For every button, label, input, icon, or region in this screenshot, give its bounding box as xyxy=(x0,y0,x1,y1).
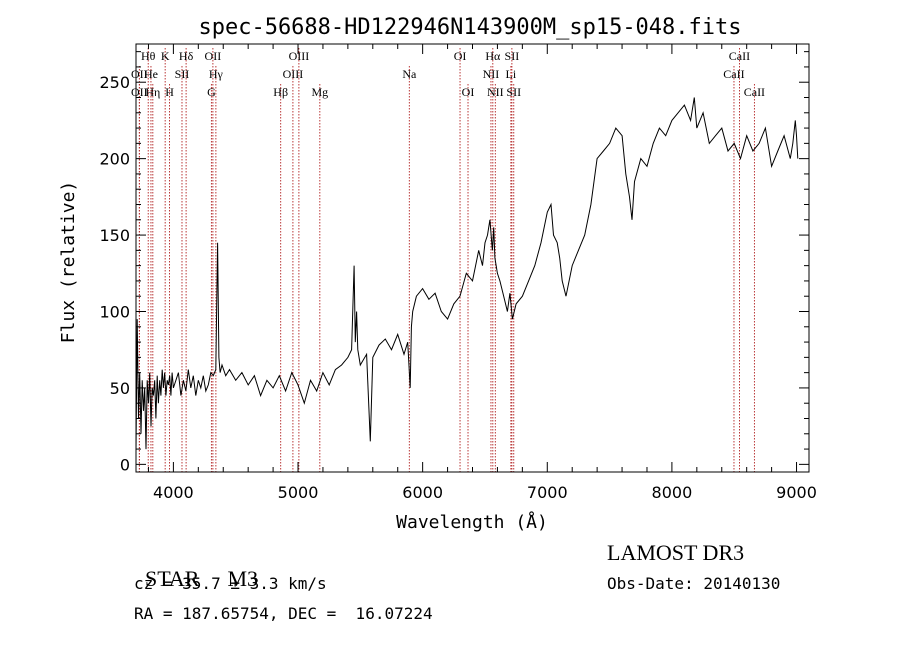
line-label: OII xyxy=(205,49,222,63)
plot-frame xyxy=(135,43,810,473)
line-label: OIII xyxy=(289,49,310,63)
line-label: NII xyxy=(487,85,504,99)
spectrum-plot xyxy=(135,97,799,453)
line-label: Hθ xyxy=(141,49,156,63)
line-label: CaII xyxy=(723,67,744,81)
x-axis-label: Wavelength (Å) xyxy=(396,511,548,533)
subclass-label: M3 xyxy=(227,566,259,591)
class-label: STAR xyxy=(145,566,200,591)
line-label: OI xyxy=(462,85,475,99)
line-label: CaII xyxy=(744,85,765,99)
line-label: Hγ xyxy=(209,67,224,81)
chart-title: spec-56688-HD122946N143900M_sp15-048.fit… xyxy=(198,15,741,40)
x-tick-label: 8000 xyxy=(652,483,693,502)
obs-date-label: Obs-Date: 20140130 xyxy=(607,574,781,593)
y-tick-label: 0 xyxy=(120,455,130,474)
spectrum-line xyxy=(135,97,799,453)
line-label: Mg xyxy=(311,85,328,99)
coords-label: RA = 187.65754, DEC = 16.07224 xyxy=(134,604,433,623)
line-label: CaII xyxy=(729,49,750,63)
line-label: Hδ xyxy=(179,49,194,63)
line-label: H xyxy=(165,85,174,99)
line-label: SII xyxy=(175,67,190,81)
line-label: Li xyxy=(506,67,517,81)
redshift-label: cz = 35.7 ± 3.3 km/s xyxy=(134,574,327,593)
line-label: G xyxy=(207,85,216,99)
line-label: Hβ xyxy=(273,85,288,99)
y-tick-label: 150 xyxy=(99,226,130,245)
x-tick-label: 4000 xyxy=(153,483,194,502)
object-class: STAR M3 xyxy=(134,540,258,592)
line-label: K xyxy=(161,49,170,63)
line-label: SII xyxy=(505,49,520,63)
y-axis-label: Flux (relative) xyxy=(58,181,79,344)
line-label: OII xyxy=(131,85,148,99)
survey-label: LAMOST DR3 xyxy=(607,540,745,565)
x-tick-label: 7000 xyxy=(527,483,568,502)
line-label: OII xyxy=(131,67,148,81)
line-label: SII xyxy=(506,85,521,99)
y-tick-label: 50 xyxy=(110,379,130,398)
line-label: NII xyxy=(483,67,500,81)
line-label: Hη xyxy=(145,85,160,99)
line-label: OI xyxy=(454,49,467,63)
spectrum-chart: spec-56688-HD122946N143900M_sp15-048.fit… xyxy=(58,15,817,533)
line-label: He xyxy=(144,67,158,81)
line-label: Na xyxy=(402,67,417,81)
y-tick-label: 250 xyxy=(99,73,130,92)
axis-ticks: 4000 5000 6000 7000 8000 9000 0 50 100 150 200 250 xyxy=(99,44,817,502)
x-tick-label: 9000 xyxy=(776,483,817,502)
x-tick-label: 5000 xyxy=(278,483,319,502)
x-tick-label: 6000 xyxy=(402,483,443,502)
line-label: OIII xyxy=(283,67,304,81)
y-tick-label: 100 xyxy=(99,303,130,322)
y-tick-label: 200 xyxy=(99,150,130,169)
line-label: Hα xyxy=(485,49,501,63)
